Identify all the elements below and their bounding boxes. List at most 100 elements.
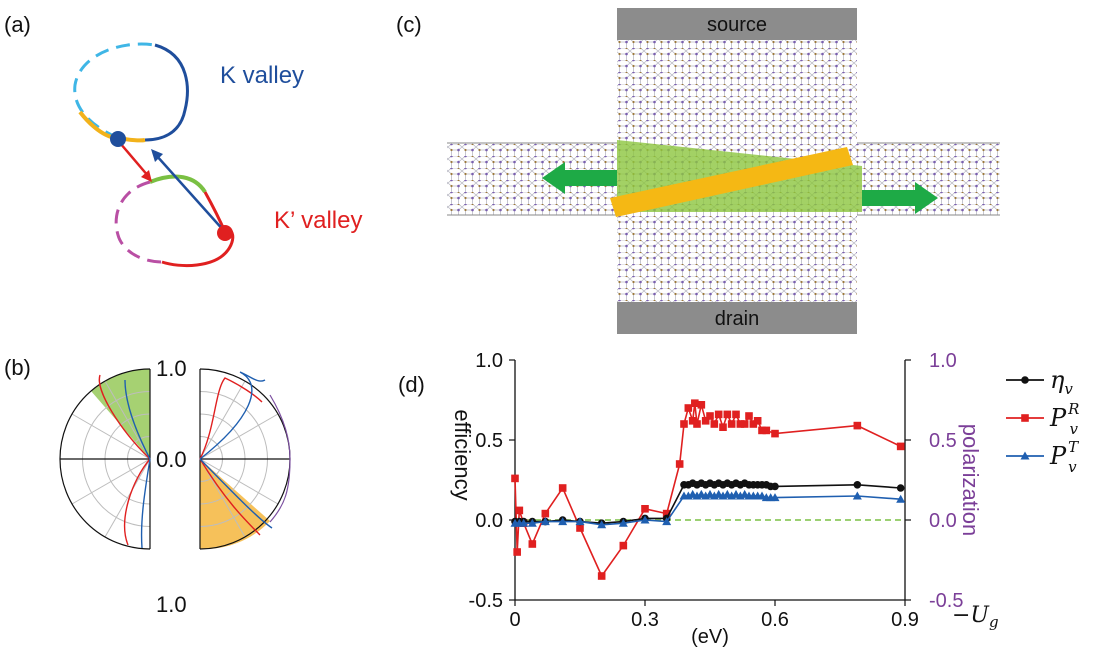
data-point <box>701 417 710 425</box>
kp-valley-label: K’ valley <box>274 207 362 234</box>
data-point <box>515 506 524 515</box>
panel-c: (c) source drain <box>396 8 1000 334</box>
data-point <box>558 517 568 526</box>
red-curve-right <box>199 377 263 536</box>
data-point <box>519 518 529 527</box>
right-axis-label: polarization <box>958 424 983 537</box>
drain-electrode <box>617 302 857 334</box>
data-point <box>693 420 701 428</box>
data-point <box>771 429 779 438</box>
data-point <box>680 420 688 428</box>
polar-right <box>199 368 291 550</box>
data-point <box>771 482 779 491</box>
data-point <box>736 420 745 428</box>
data-point <box>719 423 727 431</box>
panel-d: (d) -0.5 0.0 0.5 1.0 -0.5 0.0 0.5 1.0 0 0.3 0.6 0.9… <box>398 350 1079 648</box>
y-tick-label-left: 1.0 <box>475 350 503 372</box>
red-curve-left <box>98 374 151 546</box>
data-point <box>688 417 697 425</box>
b-bottom-tick: 1.0 <box>156 592 187 617</box>
x-tick-label: 0 <box>509 609 520 631</box>
arrow-right <box>862 182 938 214</box>
data-point <box>640 515 650 524</box>
x-tick-label: 0.3 <box>631 609 659 631</box>
data-point <box>541 509 550 518</box>
data-point <box>641 505 649 513</box>
source-electrode <box>617 8 857 40</box>
kp-loop-magenta-dashed <box>114 180 163 264</box>
data-point <box>758 426 766 435</box>
arrowhead-blue <box>151 149 163 162</box>
blue-curve-left <box>124 379 151 549</box>
y-tick-label-right: 0.5 <box>929 430 957 452</box>
data-point <box>732 410 740 419</box>
k-valley-label: K valley <box>220 62 304 89</box>
data-point <box>727 420 736 428</box>
data-point <box>853 421 862 430</box>
data-point <box>852 491 862 500</box>
chart-d: -0.5 0.0 0.5 1.0 -0.5 0.0 0.5 1.0 0 0.3 0.6 0.9 <box>469 350 964 631</box>
series-line <box>514 403 902 578</box>
data-point <box>770 493 780 502</box>
x-symbol: −Ug <box>952 603 999 631</box>
data-point <box>896 442 905 451</box>
arrowhead-red <box>141 170 152 182</box>
b-mid-tick: 0.0 <box>156 447 187 472</box>
green-wedge-left <box>91 368 150 459</box>
arrow-left <box>542 162 617 194</box>
data-point <box>540 517 550 526</box>
data-point <box>740 420 749 428</box>
kp-loop-green <box>149 174 207 194</box>
panel-a-label: (a) <box>4 12 31 37</box>
data-point <box>723 410 732 419</box>
data-point <box>706 412 714 420</box>
data-point <box>576 524 584 532</box>
legend-marker <box>1021 376 1029 384</box>
data-point <box>662 517 672 526</box>
data-point <box>684 404 693 412</box>
panel-a: (a) K valley K’ valley <box>4 12 362 268</box>
data-point <box>575 517 585 526</box>
orange-wedge-right <box>200 459 270 550</box>
data-point <box>513 548 521 556</box>
data-point <box>691 399 699 407</box>
k-loop-cyan-dashed <box>73 42 156 140</box>
data-point <box>710 420 719 428</box>
y-tick-label-right: 0.0 <box>929 510 957 532</box>
transition-arrow-red <box>119 142 150 178</box>
y-tick-label-right: 1.0 <box>929 350 957 372</box>
left-axis-label: efficiency <box>450 409 475 500</box>
data-point <box>896 494 906 503</box>
x-tick-label: 0.6 <box>761 609 789 631</box>
data-point <box>597 520 607 529</box>
data-point <box>896 484 905 492</box>
b-top-tick: 1.0 <box>156 356 187 381</box>
data-point <box>511 474 519 483</box>
legend-marker <box>1021 414 1029 422</box>
legend-marker <box>1020 451 1030 460</box>
purple-curve-right <box>269 394 291 523</box>
source-label: source <box>707 14 767 36</box>
data-point <box>753 417 762 425</box>
barrier-bar <box>610 147 853 217</box>
drain-label: drain <box>715 308 759 330</box>
data-point <box>558 484 567 492</box>
data-point <box>762 426 771 435</box>
data-point <box>597 572 606 580</box>
kp-point <box>217 225 233 241</box>
blue-curve-right <box>199 371 273 529</box>
transition-arrow-blue <box>155 154 226 233</box>
panel-d-label: (d) <box>398 372 425 397</box>
x-unit-label: (eV) <box>691 626 729 648</box>
data-point <box>675 460 684 468</box>
data-point <box>749 420 758 428</box>
data-point <box>528 540 537 548</box>
data-point <box>619 541 628 550</box>
data-point <box>853 481 862 489</box>
data-point <box>527 518 537 527</box>
legend-label: ηv <box>1050 366 1073 398</box>
y-tick-label-left: -0.5 <box>469 590 503 612</box>
data-point <box>697 401 706 409</box>
